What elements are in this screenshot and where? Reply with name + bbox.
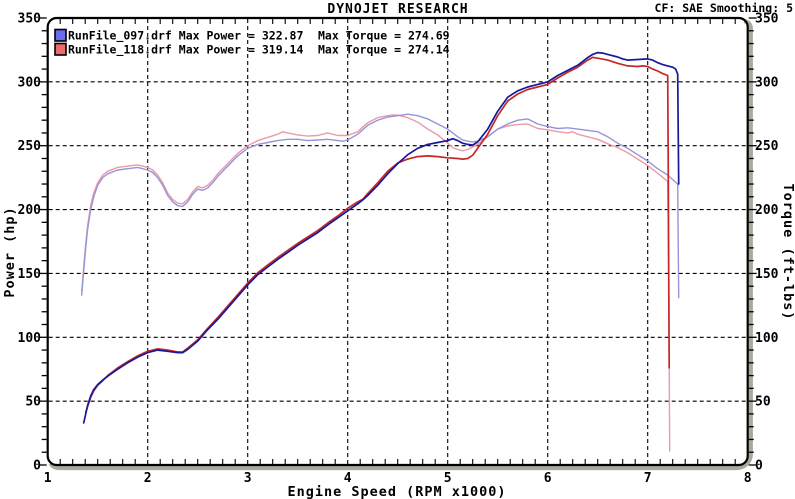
y-tick-label-right-350: 350 (755, 12, 779, 27)
y-tick-label-right-200: 200 (755, 203, 779, 218)
y-tick-label-right-50: 50 (755, 395, 771, 410)
legend-run-118-power-label: RunFile_118.drf Max Power = 319.14 (68, 43, 303, 58)
curve-torque_097 (80, 113, 680, 299)
plot-frame (46, 16, 749, 467)
x-tick-label-2: 2 (144, 471, 152, 486)
legend-run-097-torque-label: Max Torque = 274.69 (318, 29, 450, 43)
y-tick-label-left-150: 150 (18, 267, 42, 282)
tick-labels: 0 0 50 50 100 100 150 150 200 200 250 250 300 300 350 3… (18, 12, 779, 487)
curve-power_118 (84, 56, 671, 414)
frame-shadow (48, 19, 753, 471)
chart-title: DYNOJET RESEARCH (327, 2, 468, 17)
x-tick-label-3: 3 (244, 471, 252, 486)
y-tick-label-right-250: 250 (755, 139, 779, 154)
y-tick-label-left-0: 0 (33, 459, 41, 474)
x-tick-label-7: 7 (644, 471, 652, 486)
y-axis-right-title: Torque (ft-lbs) (780, 184, 795, 321)
legend-run-097-power-label: RunFile_097.drf Max Power = 322.87 (68, 29, 303, 44)
y-tick-label-left-50: 50 (25, 395, 41, 410)
y-tick-label-right-0: 0 (755, 459, 763, 474)
x-axis-title: Engine Speed (RPM x1000) (287, 484, 506, 499)
y-tick-label-right-300: 300 (755, 75, 779, 90)
y-axis-left-title: Power (hp) (2, 206, 18, 297)
y-tick-label-left-200: 200 (18, 203, 42, 218)
y-tick-label-right-100: 100 (755, 331, 779, 346)
x-tick-label-6: 6 (544, 471, 552, 486)
dyno-curves (80, 51, 680, 452)
correction-smoothing-label: CF: SAE Smoothing: 5 (655, 1, 794, 15)
y-tick-label-left-250: 250 (18, 139, 42, 154)
x-tick-label-1: 1 (44, 471, 52, 486)
legend-run-118-torque-label: Max Torque = 274.14 (318, 43, 450, 57)
x-tick-label-5: 5 (444, 471, 452, 486)
curve-power_097 (82, 51, 680, 424)
axis-ticks (38, 17, 757, 466)
y-tick-label-right-150: 150 (755, 267, 779, 282)
y-tick-label-left-100: 100 (18, 331, 42, 346)
y-tick-label-left-300: 300 (18, 75, 42, 90)
legend: RunFile_097.drf Max Power = 322.87 Max T… (54, 28, 450, 58)
legend-swatch-run-118 (54, 42, 67, 56)
x-tick-label-4: 4 (344, 471, 352, 486)
x-tick-label-8: 8 (744, 471, 752, 486)
y-tick-label-left-350: 350 (18, 12, 42, 27)
grid-lines (48, 19, 747, 464)
legend-swatch-run-097 (54, 28, 67, 42)
curve-torque_118 (80, 114, 671, 452)
